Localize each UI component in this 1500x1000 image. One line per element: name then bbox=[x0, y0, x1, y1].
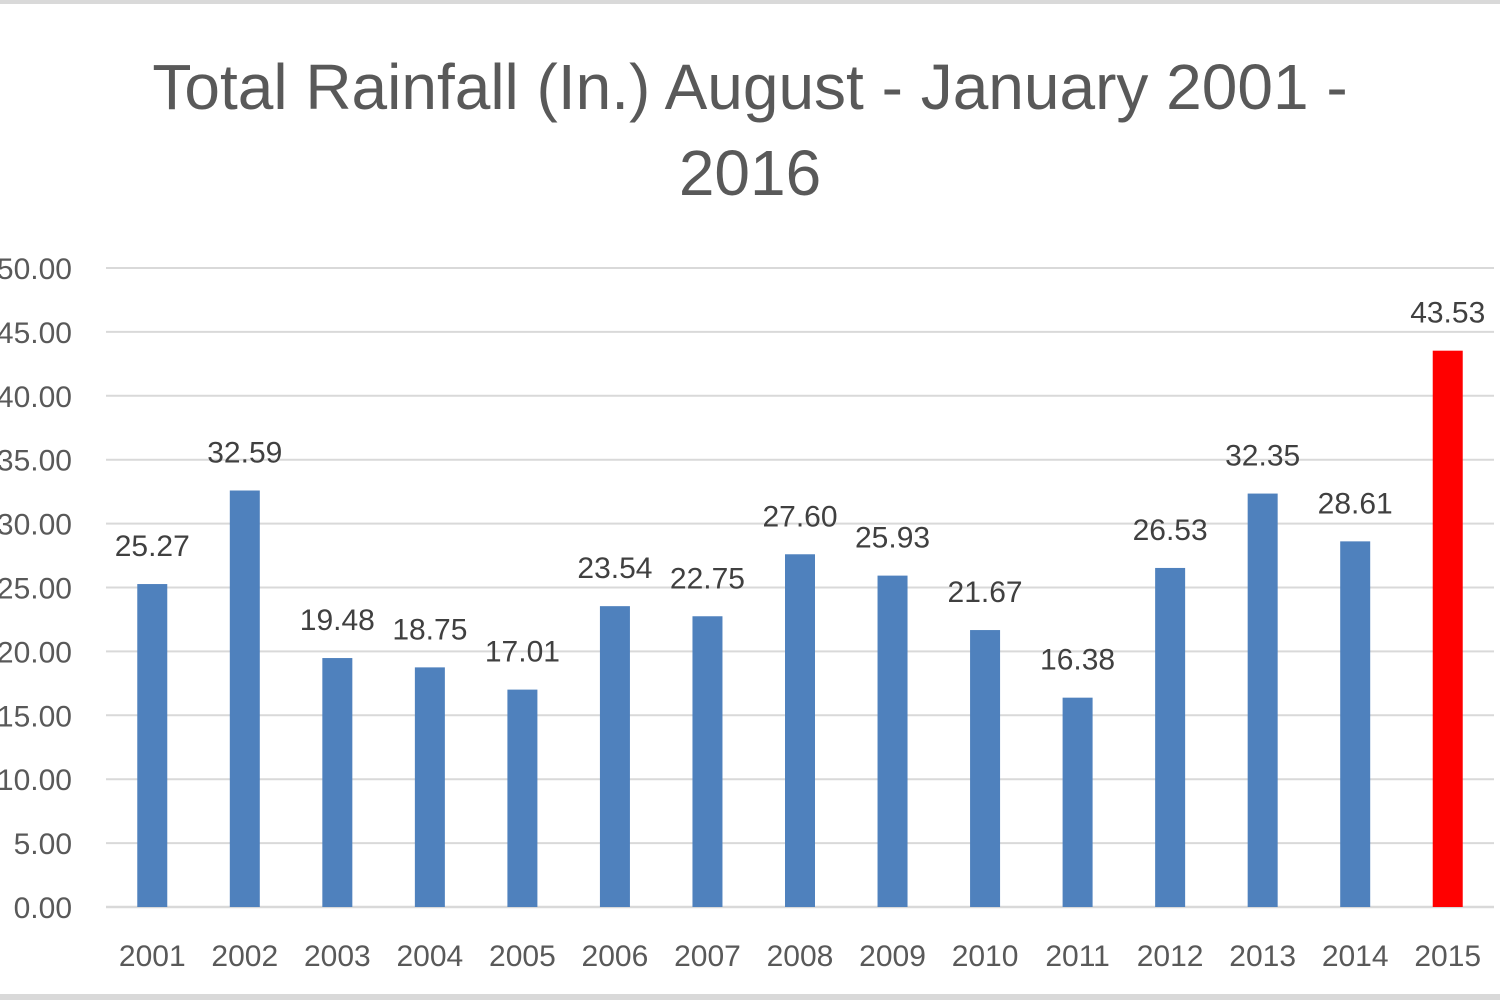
data-label: 18.75 bbox=[392, 613, 467, 646]
y-tick-label: 50.00 bbox=[0, 253, 72, 286]
y-tick-label: 30.00 bbox=[0, 509, 72, 542]
data-label: 27.60 bbox=[762, 500, 837, 533]
data-label: 22.75 bbox=[670, 562, 745, 595]
x-tick-label: 2009 bbox=[859, 940, 926, 973]
x-axis-tick-labels: 2001 2002 2003 2004 2005 2006 2007 2008 2009 2010… bbox=[119, 940, 1481, 973]
x-tick-label: 2001 bbox=[119, 940, 186, 973]
bar bbox=[229, 490, 260, 907]
y-tick-label: 15.00 bbox=[0, 700, 72, 733]
y-tick-label: 40.00 bbox=[0, 381, 72, 414]
data-label: 28.61 bbox=[1318, 487, 1393, 520]
data-label: 25.27 bbox=[115, 530, 190, 563]
bar bbox=[1155, 567, 1186, 907]
data-label: 32.59 bbox=[207, 436, 282, 469]
y-axis-tick-labels: 0.00 5.00 10.00 15.00 20.00 25.00 30.00 35.00 40… bbox=[0, 253, 72, 925]
x-tick-label: 2015 bbox=[1414, 940, 1481, 973]
x-tick-label: 2006 bbox=[582, 940, 649, 973]
bar bbox=[1340, 541, 1371, 907]
bar bbox=[1432, 350, 1463, 907]
bars bbox=[137, 350, 1463, 907]
bar bbox=[877, 575, 908, 907]
data-label: 23.54 bbox=[577, 552, 652, 585]
x-tick-label: 2013 bbox=[1229, 940, 1296, 973]
data-label: 26.53 bbox=[1133, 514, 1208, 547]
y-tick-label: 5.00 bbox=[14, 828, 72, 861]
data-label: 43.53 bbox=[1410, 297, 1485, 330]
bar-chart: 0.00 5.00 10.00 15.00 20.00 25.00 30.00 35.00 40… bbox=[0, 253, 1494, 973]
bar bbox=[970, 630, 1001, 907]
bar bbox=[507, 689, 538, 907]
data-label: 32.35 bbox=[1225, 440, 1300, 473]
x-tick-label: 2003 bbox=[304, 940, 371, 973]
bar bbox=[599, 606, 630, 907]
bar bbox=[1247, 493, 1278, 907]
y-tick-label: 25.00 bbox=[0, 573, 72, 606]
y-tick-label: 10.00 bbox=[0, 764, 72, 797]
bar bbox=[137, 584, 168, 907]
x-tick-label: 2004 bbox=[396, 940, 463, 973]
x-tick-label: 2014 bbox=[1322, 940, 1389, 973]
bar bbox=[322, 658, 353, 907]
data-label: 16.38 bbox=[1040, 644, 1115, 677]
bar bbox=[692, 616, 723, 907]
x-tick-label: 2011 bbox=[1045, 940, 1110, 973]
data-label: 19.48 bbox=[300, 604, 375, 637]
chart-title: Total Rainfall (In.) August - January 20… bbox=[152, 51, 1348, 209]
y-tick-label: 45.00 bbox=[0, 317, 72, 350]
y-tick-label: 20.00 bbox=[0, 636, 72, 669]
y-tick-label: 35.00 bbox=[0, 445, 72, 478]
bar bbox=[785, 554, 815, 907]
x-tick-label: 2002 bbox=[211, 940, 278, 973]
data-label: 17.01 bbox=[485, 636, 560, 669]
x-tick-label: 2008 bbox=[767, 940, 834, 973]
x-tick-label: 2012 bbox=[1137, 940, 1204, 973]
data-label: 21.67 bbox=[948, 576, 1023, 609]
x-tick-label: 2010 bbox=[952, 940, 1019, 973]
data-label: 25.93 bbox=[855, 522, 930, 555]
y-tick-label: 0.00 bbox=[14, 892, 72, 925]
x-tick-label: 2007 bbox=[674, 940, 741, 973]
bar bbox=[1062, 697, 1093, 907]
data-labels: 25.27 32.59 19.48 18.75 17.01 23.54 22.75 27.60… bbox=[115, 297, 1486, 677]
x-tick-label: 2005 bbox=[489, 940, 556, 973]
bar bbox=[414, 667, 445, 907]
